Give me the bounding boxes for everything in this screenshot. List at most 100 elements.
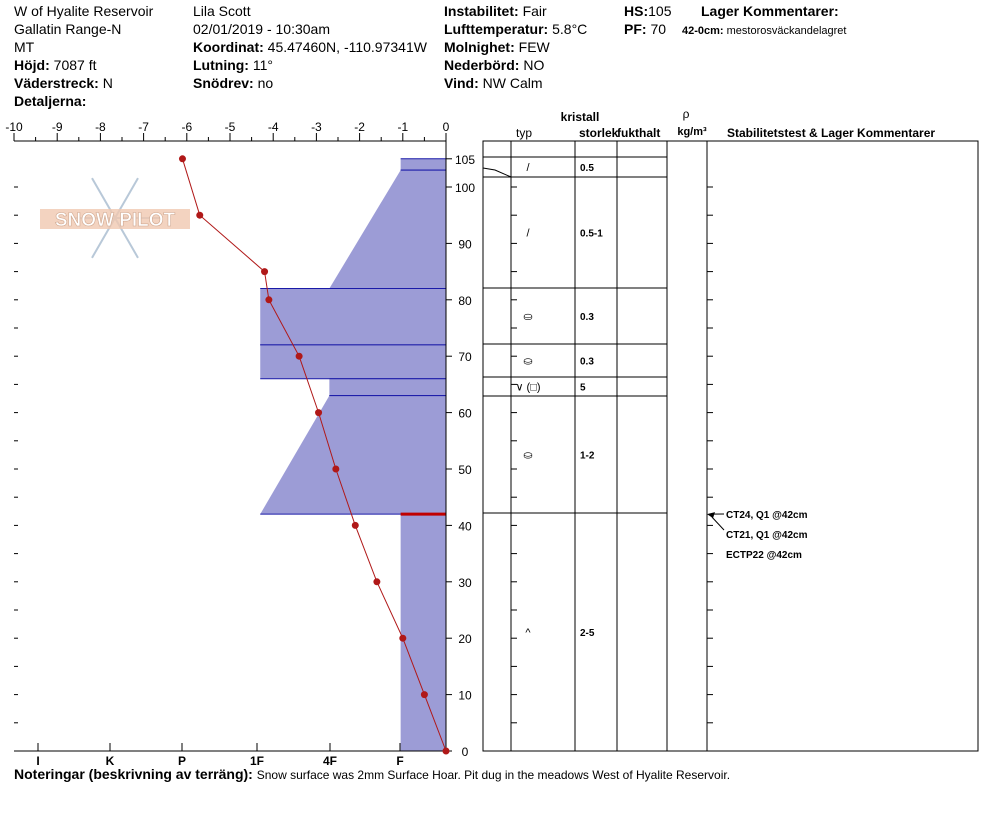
penetration-foot: PF: 70	[624, 21, 667, 37]
crystal-type-symbol: /	[526, 162, 530, 174]
crystal-type-symbol: ∨ (□)	[515, 382, 540, 394]
temp-tick-label: -3	[311, 120, 322, 134]
hardness-tick-label: 4F	[323, 754, 337, 766]
hardness-layer	[329, 170, 446, 289]
crystal-type-symbol: ^	[525, 627, 531, 639]
watermark-band	[40, 209, 190, 229]
crystal-size: 0.5	[580, 163, 594, 174]
details-label: Detaljerna:	[14, 93, 87, 109]
col-density-unit: kg/m³	[677, 126, 707, 138]
temperature-point	[178, 155, 186, 163]
hardness-layers	[260, 158, 446, 752]
temp-tick-label: -10	[5, 120, 23, 134]
stability-test: CT24, Q1 @42cm	[726, 510, 808, 521]
temperature-point	[295, 352, 303, 360]
col-moisture: fukthalt	[617, 126, 660, 140]
height-tick-label: 0	[462, 745, 469, 759]
crystal-type-symbol: /	[526, 228, 530, 240]
height-tick-label: 50	[458, 463, 472, 477]
crystal-type-symbol: ⛀	[523, 450, 532, 462]
hardness-tick-label: F	[396, 754, 403, 766]
pit-state: MT	[14, 39, 35, 55]
layer-comment: 42-0cm: mestorosväckandelagret	[682, 25, 847, 37]
crystal-size: 5	[580, 383, 586, 394]
temp-tick-label: -5	[225, 120, 236, 134]
temperature-point	[442, 747, 450, 755]
temperature-point	[261, 268, 269, 276]
col-crystal-type: typ	[516, 126, 532, 140]
height-tick-label: 30	[458, 576, 472, 590]
temp-tick-label: -1	[397, 120, 408, 134]
hardness-tick-label: 1F	[250, 754, 264, 766]
col-size: storlek	[579, 126, 619, 140]
snowpilot-watermark: SNOW PILOT	[40, 177, 190, 259]
observer: Lila Scott	[193, 3, 251, 19]
coordinates: Koordinat: 45.47460N, -110.97341W	[193, 39, 427, 55]
notes-label: Noteringar (beskrivning av terräng):	[14, 766, 253, 782]
stability-test: ECTP22 @42cm	[726, 550, 802, 561]
pit-location: W of Hyalite Reservoir	[14, 3, 154, 19]
crystal-size: 0.3	[580, 312, 594, 323]
elevation: Höjd: 7087 ft	[14, 57, 97, 73]
temperature-point	[196, 211, 204, 219]
temperature-point	[332, 465, 340, 473]
temperature-line	[182, 158, 447, 752]
temp-tick-label: 0	[443, 120, 450, 134]
height-tick-label: 100	[455, 181, 475, 195]
col-density-symbol: ρ	[683, 107, 690, 121]
stability-test: CT21, Q1 @42cm	[726, 530, 808, 541]
height-tick-label: 20	[458, 632, 472, 646]
hardness-layer	[329, 378, 446, 396]
crystal-type-symbol: ⛀	[523, 356, 532, 368]
temperature-point	[373, 578, 381, 586]
slope: Lutning: 11°	[193, 57, 274, 73]
temperature-point	[420, 691, 428, 699]
hardness-layer	[260, 288, 446, 345]
hardness-layer	[260, 344, 446, 379]
precipitation: Nederbörd: NO	[444, 57, 545, 73]
temperature-point	[315, 409, 323, 417]
layer-comments-title: Lager Kommentarer:	[701, 3, 839, 19]
height-tick-label: 10	[458, 689, 472, 703]
temperature-point	[351, 521, 359, 529]
air-temperature: Lufttemperatur: 5.8°C	[444, 21, 588, 37]
height-tick-label: 90	[458, 237, 472, 251]
snow-profile-chart: SNOW PILOT -10 -9 -8 -7 -6 -5 -4 -3 -2 -1 0I K P 1F 4F…	[5, 107, 979, 766]
hardness-layer	[400, 514, 446, 751]
temperature-profile	[178, 155, 450, 755]
hardness-tick-label: P	[178, 754, 186, 766]
instability: Instabilitet: Fair	[444, 3, 547, 19]
notes-text: Snow surface was 2mm Surface Hoar. Pit d…	[256, 768, 731, 782]
height-tick-label: 70	[458, 350, 472, 364]
pit-range: Gallatin Range-N	[14, 21, 122, 37]
temp-tick-label: -7	[138, 120, 149, 134]
arrow-head-icon	[707, 512, 715, 519]
col-crystal: kristall	[561, 110, 600, 124]
temperature-point	[399, 634, 407, 642]
height-tick-label: 80	[458, 294, 472, 308]
table-connector	[482, 167, 512, 178]
crystal-size: 1-2	[580, 451, 595, 462]
hardness-layer	[400, 158, 446, 171]
temp-tick-label: -4	[268, 120, 279, 134]
crystal-type-symbol: ⛀	[523, 311, 532, 323]
hardness-tick-label: I	[36, 754, 39, 766]
watermark-text: SNOW PILOT	[55, 210, 176, 231]
crystal-size: 0.5-1	[580, 229, 603, 240]
height-tick-label: 60	[458, 407, 472, 421]
crystal-size: 2-5	[580, 628, 595, 639]
pit-datetime: 02/01/2019 - 10:30am	[193, 21, 330, 37]
aspect: Väderstreck: N	[14, 75, 113, 91]
height-tick-label: 40	[458, 519, 472, 533]
cloud-cover: Molnighet: FEW	[444, 39, 550, 55]
crystal-size: 0.3	[580, 357, 594, 368]
wind: Vind: NW Calm	[444, 75, 543, 91]
wind-drift: Snödrev: no	[193, 75, 274, 91]
temp-tick-label: -6	[181, 120, 192, 134]
temp-tick-label: -9	[52, 120, 63, 134]
temp-tick-label: -2	[354, 120, 365, 134]
temp-tick-label: -8	[95, 120, 106, 134]
col-stability: Stabilitetstest & Lager Kommentarer	[727, 126, 935, 140]
snow-height: HS:105	[624, 3, 672, 19]
